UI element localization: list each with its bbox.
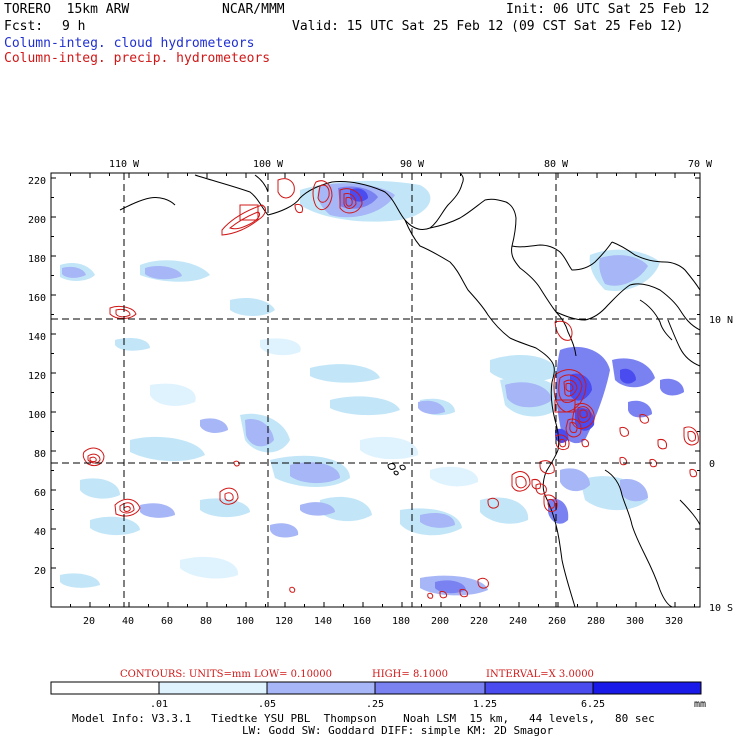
lon-label-90w: 90 W bbox=[400, 159, 425, 170]
x-tick-label: 280 bbox=[587, 616, 605, 627]
x-tick-label: 180 bbox=[392, 616, 410, 627]
lat-lon-grid bbox=[51, 173, 700, 607]
lon-label-70w: 70 W bbox=[688, 159, 713, 170]
color-bar-label: .25 bbox=[366, 699, 384, 710]
color-bar-swatch bbox=[266, 681, 376, 695]
lat-label-0: 0 bbox=[709, 459, 715, 470]
cloud-hydrometeor-title: Column-integ. cloud hydrometeors bbox=[4, 36, 255, 51]
color-bar-swatch bbox=[50, 681, 160, 695]
color-bar-swatch bbox=[484, 681, 594, 695]
cloud-shading bbox=[60, 180, 684, 596]
y-tick-label: 220 bbox=[28, 176, 46, 187]
lon-label-100w: 100 W bbox=[253, 159, 284, 170]
x-tick-label: 300 bbox=[626, 616, 644, 627]
x-tick-label: 120 bbox=[275, 616, 293, 627]
contour-units-low: CONTOURS: UNITS=mm LOW= 0.10000 bbox=[120, 669, 332, 680]
x-tick-label: 260 bbox=[548, 616, 566, 627]
contour-high: HIGH= 8.1000 bbox=[372, 669, 448, 680]
valid-time: Valid: 15 UTC Sat 25 Feb 12 (09 CST Sat … bbox=[292, 19, 684, 34]
init-time: Init: 06 UTC Sat 25 Feb 12 bbox=[506, 2, 710, 17]
x-tick-label: 100 bbox=[236, 616, 254, 627]
color-bar-label: 1.25 bbox=[473, 699, 497, 710]
y-tick-label: 140 bbox=[28, 332, 46, 343]
x-tick-label: 60 bbox=[161, 616, 173, 627]
x-tick-label: 240 bbox=[509, 616, 527, 627]
model-info-line2: LW: Godd SW: Goddard DIFF: simple KM: 2D… bbox=[242, 724, 554, 737]
color-bar-label: 6.25 bbox=[581, 699, 605, 710]
y-tick-label: 20 bbox=[34, 566, 46, 577]
lon-label-80w: 80 W bbox=[544, 159, 569, 170]
contour-info: CONTOURS: UNITS=mm LOW= 0.10000 HIGH= 8.… bbox=[120, 669, 594, 680]
x-tick-label: 220 bbox=[470, 616, 488, 627]
forecast-label: Fcst: bbox=[4, 19, 44, 34]
lat-label-10s: 10 S bbox=[709, 603, 733, 614]
y-tick-label: 120 bbox=[28, 371, 46, 382]
color-bar-label: .05 bbox=[258, 699, 276, 710]
model-title: TORERO 15km ARW bbox=[4, 2, 130, 17]
model-info-line1: Model Info: V3.3.1 Tiedtke YSU PBL Thomp… bbox=[72, 712, 655, 725]
precip-contours bbox=[82, 178, 699, 599]
x-axis-ticks bbox=[50, 173, 695, 607]
color-bar bbox=[50, 681, 702, 695]
y-tick-label: 60 bbox=[34, 488, 46, 499]
lat-label-10n: 10 N bbox=[709, 315, 733, 326]
y-tick-label: 180 bbox=[28, 254, 46, 265]
x-tick-label: 320 bbox=[665, 616, 683, 627]
x-tick-label: 200 bbox=[431, 616, 449, 627]
color-bar-labels: .01 .05 .25 1.25 6.25 mm bbox=[150, 699, 706, 710]
y-tick-label: 200 bbox=[28, 215, 46, 226]
x-tick-label: 40 bbox=[122, 616, 134, 627]
y-axis-ticks bbox=[51, 177, 700, 608]
precip-hydrometeor-title: Column-integ. precip. hydrometeors bbox=[4, 51, 271, 66]
x-tick-label: 80 bbox=[200, 616, 212, 627]
x-tick-label: 160 bbox=[353, 616, 371, 627]
forecast-hours: 9 h bbox=[62, 19, 86, 34]
color-bar-swatch bbox=[374, 681, 486, 695]
y-tick-label: 40 bbox=[34, 527, 46, 538]
y-tick-label: 160 bbox=[28, 293, 46, 304]
plot-frame bbox=[50, 172, 701, 608]
x-tick-label: 20 bbox=[83, 616, 95, 627]
coastlines bbox=[119, 173, 700, 607]
y-tick-label: 100 bbox=[28, 410, 46, 421]
org-name: NCAR/MMM bbox=[222, 2, 285, 17]
color-bar-label: .01 bbox=[150, 699, 168, 710]
x-tick-label: 140 bbox=[314, 616, 332, 627]
axis-labels: 110 W 100 W 90 W 80 W 70 W 10 N 0 10 S 2… bbox=[28, 159, 733, 627]
color-bar-swatch bbox=[158, 681, 268, 695]
color-bar-unit: mm bbox=[694, 699, 706, 710]
y-tick-label: 80 bbox=[34, 449, 46, 460]
lon-label-110w: 110 W bbox=[109, 159, 140, 170]
contour-interval: INTERVAL=X 3.0000 bbox=[486, 669, 594, 680]
color-bar-swatch bbox=[592, 681, 702, 695]
